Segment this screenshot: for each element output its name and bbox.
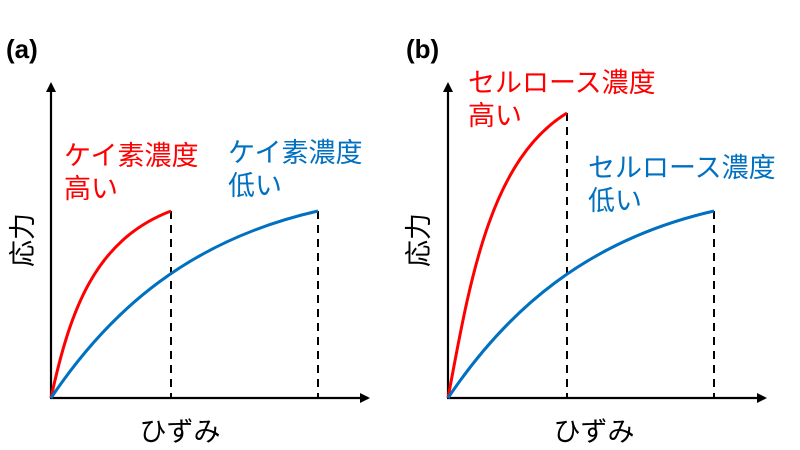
- annotation-low-line2: 低い: [228, 171, 282, 202]
- annotation-low-line1: ケイ素濃度: [228, 138, 362, 169]
- annotation-high-line1: ケイ素濃度: [64, 141, 198, 172]
- annotation-low-line2: 低い: [588, 186, 642, 217]
- y-axis-label: 応力: [8, 213, 39, 267]
- annotation-high-line2: 高い: [64, 174, 118, 205]
- annotation-high-line2: 高い: [468, 101, 522, 132]
- panel-a: (a) 応力 ひずみ ケイ素濃度 高い ケイ素濃度 低い: [6, 34, 370, 448]
- curve-low-silicon: [49, 209, 319, 399]
- panel-a-label: (a): [6, 34, 38, 64]
- panel-b-label: (b): [406, 34, 439, 64]
- x-axis-label: ひずみ: [140, 417, 221, 448]
- annotation-high-line1: セルロース濃度: [468, 68, 656, 99]
- curve-high-silicon: [49, 209, 172, 399]
- panel-b: (b) 応力 ひずみ セルロース濃度 高い セルロース濃度 低い: [404, 34, 776, 448]
- x-axis-label: ひずみ: [554, 417, 635, 448]
- curve-high-cellulose: [446, 111, 568, 399]
- y-axis-label: 応力: [404, 213, 435, 267]
- annotation-low-line1: セルロース濃度: [588, 153, 776, 184]
- curve-low-cellulose: [446, 209, 715, 399]
